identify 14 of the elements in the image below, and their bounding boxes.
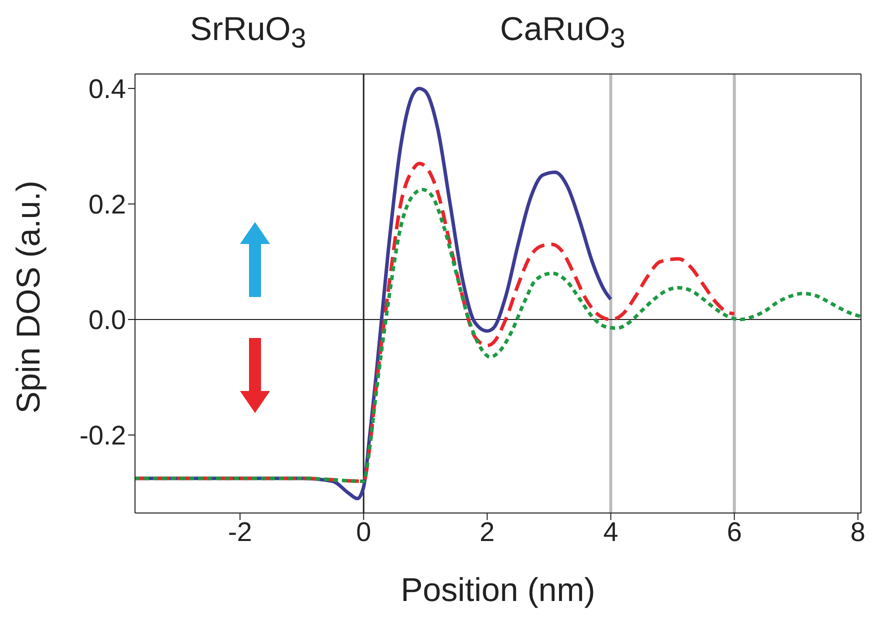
y-axis-title: Spin DOS (a.u.) (10, 180, 47, 414)
x-tick-label: 6 (726, 517, 742, 548)
y-tick-label: 0.4 (88, 74, 126, 104)
text: SrRuO$_{3}$ (190, 10, 306, 55)
text: CaRuO$_{3}$ (500, 10, 626, 55)
y-tick-label: -0.2 (79, 420, 126, 451)
x-axis-title: Position (nm) (400, 571, 596, 608)
x-tick-label: 4 (603, 517, 618, 548)
y-tick-label: 0.0 (88, 305, 126, 336)
x-tick-label: 8 (850, 517, 866, 548)
x-tick-label: 0 (356, 517, 372, 548)
x-tick-label: -2 (228, 517, 252, 548)
y-tick-label: 0.2 (88, 190, 126, 220)
x-tick-label: 2 (480, 517, 495, 548)
